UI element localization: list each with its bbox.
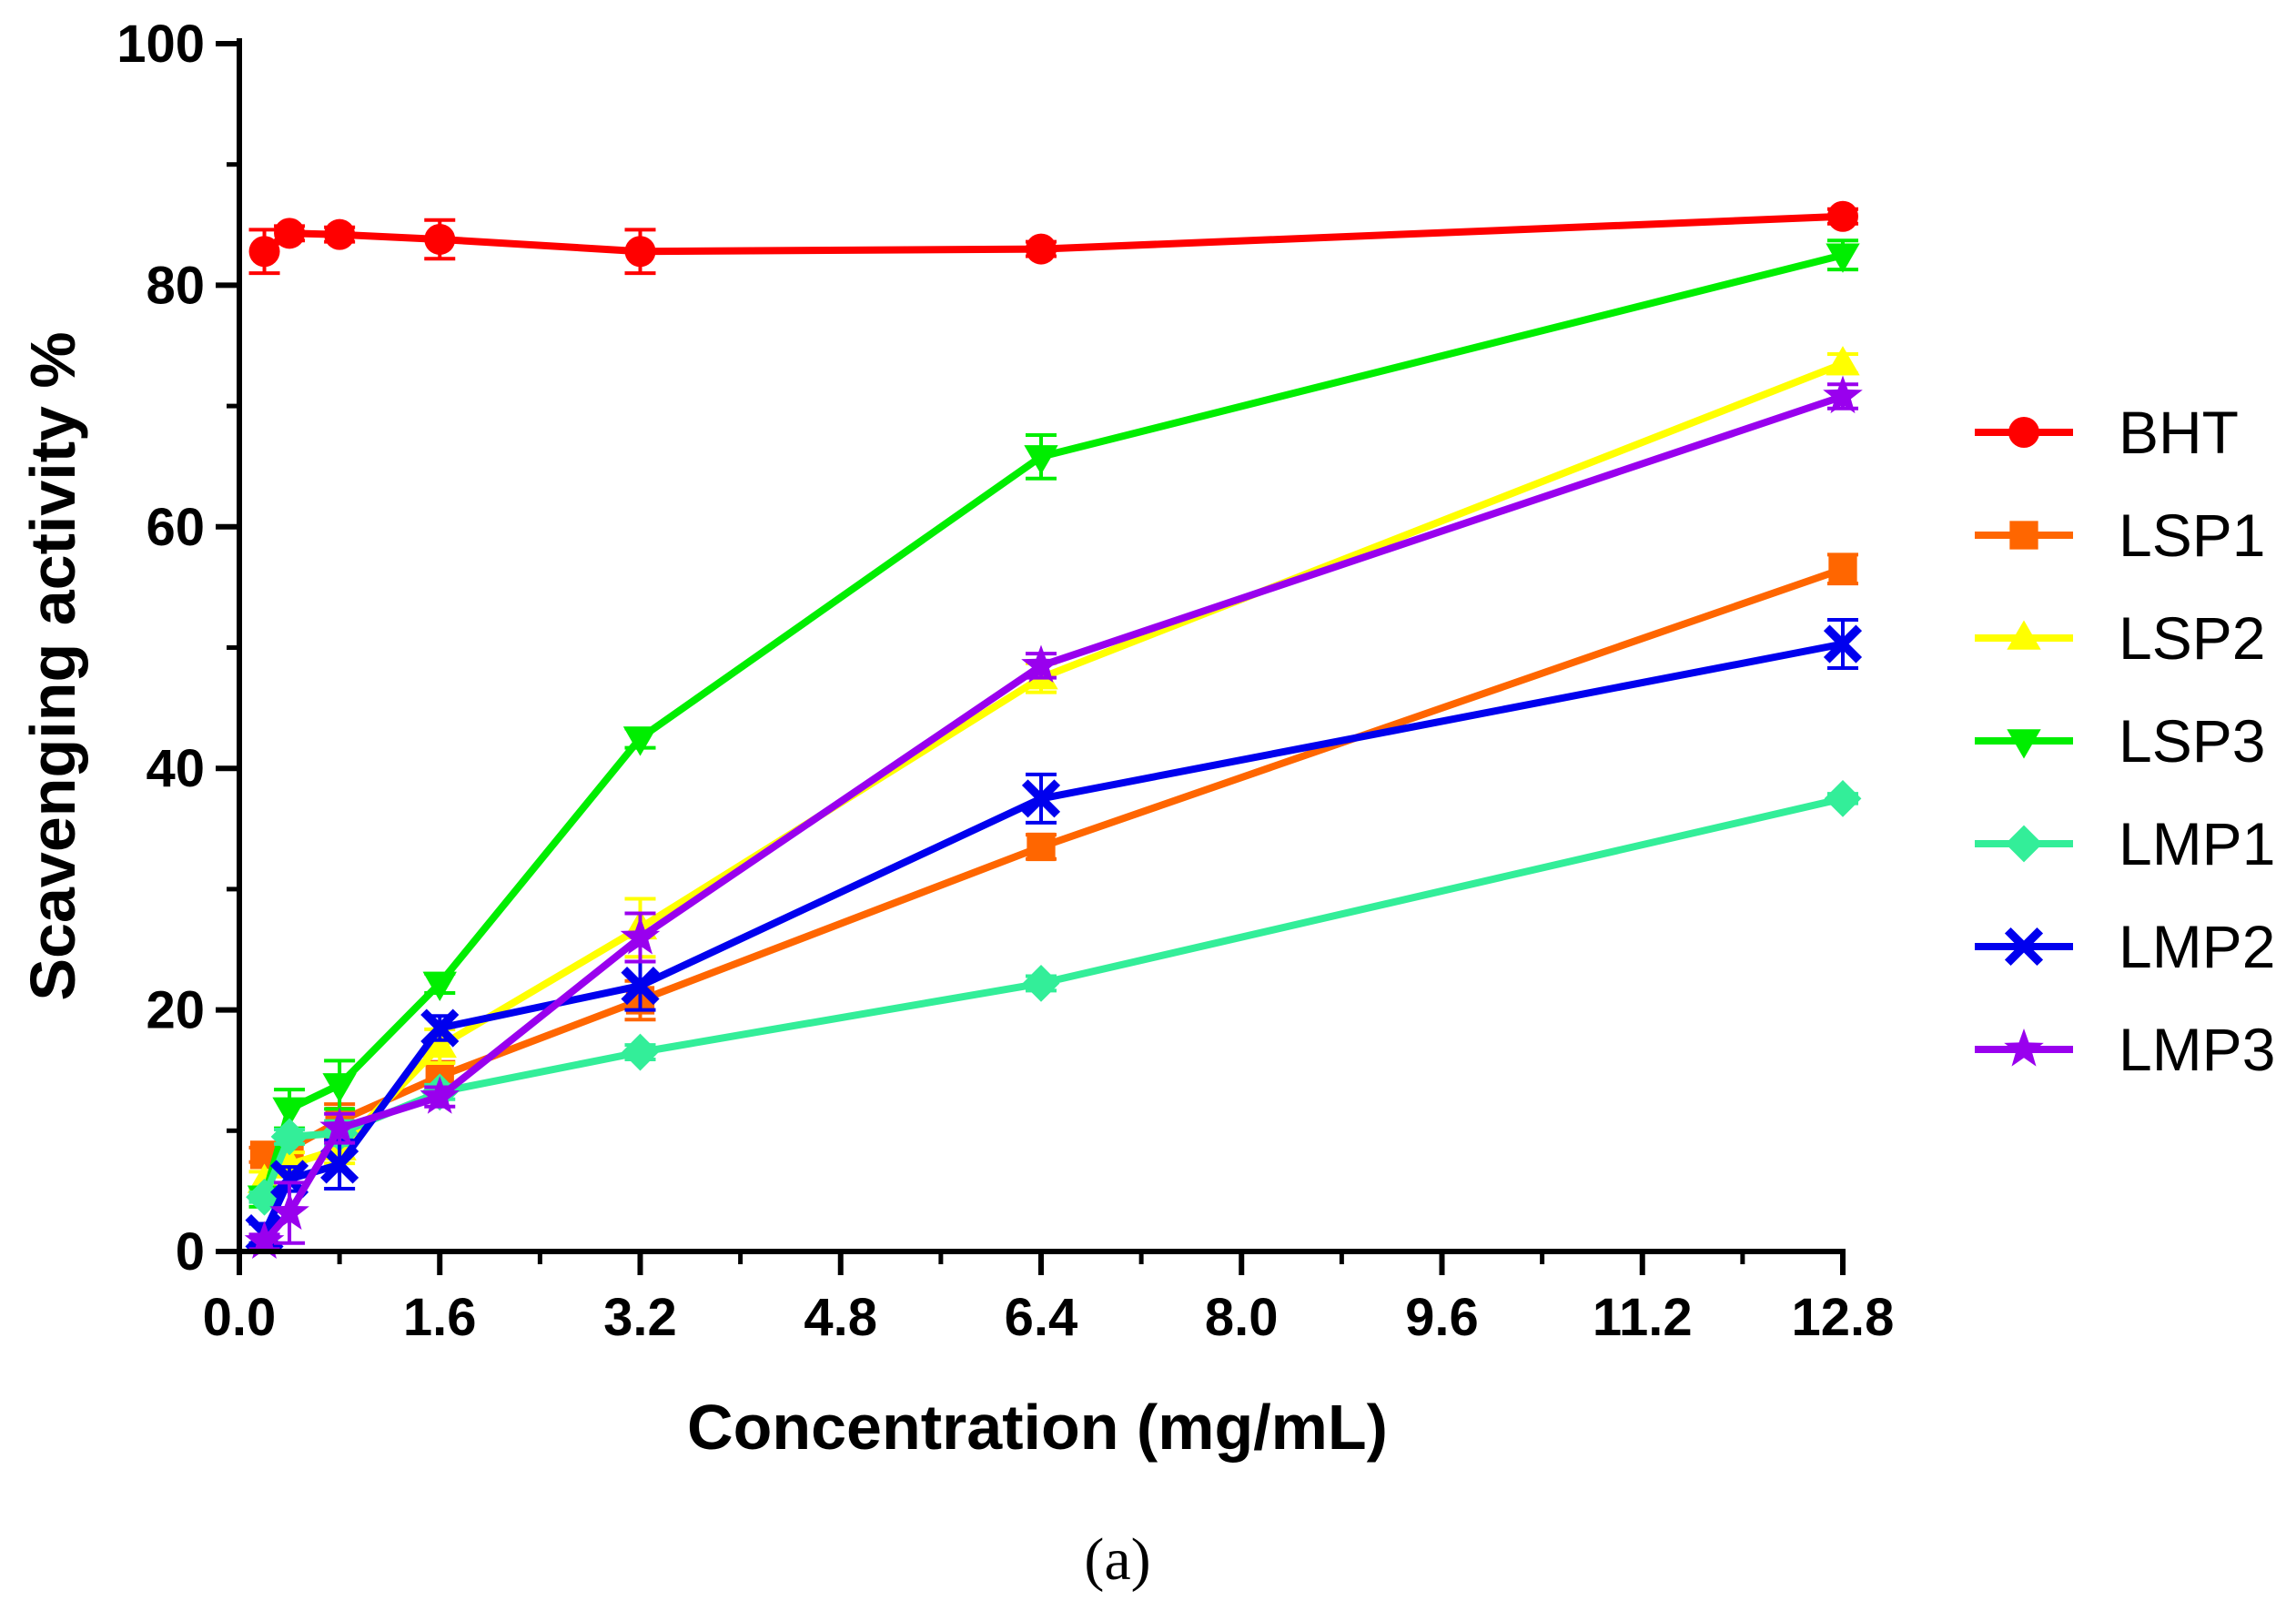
legend-label-lsp2: LSP2 — [2119, 604, 2265, 672]
legend-label-lmp1: LMP1 — [2119, 810, 2275, 877]
data-point-lsp3 — [622, 726, 658, 756]
data-point-lmp2 — [1021, 779, 1061, 818]
data-point-lsp1 — [1828, 554, 1857, 583]
legend-marker-lsp2 — [2007, 620, 2041, 650]
series-line-lsp1 — [263, 565, 1845, 1159]
data-point-bht — [424, 223, 456, 255]
legend-label-lsp1: LSP1 — [2119, 502, 2265, 569]
data-point-lsp2 — [422, 1028, 457, 1059]
data-point-lmp3 — [244, 1221, 285, 1259]
data-point-lmp2 — [1823, 624, 1863, 664]
data-point-lmp3 — [620, 917, 661, 955]
plot-area — [244, 200, 1863, 1259]
data-point-bht — [1827, 200, 1858, 232]
x-tick-label: 0.0 — [203, 1288, 277, 1347]
data-point-bht — [274, 218, 306, 249]
x-tick-label: 12.8 — [1792, 1288, 1895, 1347]
data-point-lsp3 — [422, 971, 457, 1001]
data-point-lmp1 — [246, 1178, 283, 1216]
y-tick-label: 80 — [146, 256, 205, 315]
data-point-lmp1 — [622, 1033, 659, 1071]
y-tick-label: 60 — [146, 498, 205, 557]
x-tick-label: 8.0 — [1205, 1288, 1279, 1347]
data-point-lmp1 — [1022, 965, 1060, 1002]
data-point-lsp3 — [1024, 445, 1058, 475]
legend: BHT LSP1 LSP2 LSP3 LMP1 LMP2 LMP3 — [1975, 399, 2275, 1083]
axes: 0 20 40 60 80 100 0.0 1.6 3.2 4.8 6.4 8.0 9.6 11.2 12.… — [116, 15, 1894, 1347]
legend-label-lsp3: LSP3 — [2119, 707, 2265, 775]
legend-marker-lsp3 — [2007, 729, 2041, 759]
x-tick-label: 3.2 — [603, 1288, 677, 1347]
legend-marker-lsp1 — [2009, 521, 2038, 550]
data-point-lmp3 — [1823, 375, 1863, 414]
data-point-bht — [324, 218, 356, 250]
x-tick-label: 9.6 — [1405, 1288, 1479, 1347]
data-point-lsp3 — [322, 1073, 357, 1103]
y-tick-label: 40 — [146, 739, 205, 798]
data-point-lmp2 — [320, 1145, 359, 1184]
legend-marker-lmp2 — [2004, 927, 2044, 967]
figure-caption: (a) — [1084, 1526, 1150, 1593]
data-point-lmp3 — [319, 1107, 359, 1146]
x-tick-label: 11.2 — [1593, 1288, 1693, 1347]
x-tick-label: 4.8 — [804, 1288, 877, 1347]
data-point-lmp2 — [270, 1160, 309, 1199]
data-point-bht — [1026, 233, 1057, 265]
data-point-lsp3 — [1826, 243, 1860, 273]
y-tick-label: 20 — [146, 981, 205, 1040]
data-point-lsp2 — [1826, 346, 1860, 376]
x-tick-label: 1.6 — [403, 1288, 477, 1347]
legend-label-lmp3: LMP3 — [2119, 1016, 2275, 1083]
data-point-lmp3 — [269, 1191, 309, 1231]
data-point-bht — [248, 236, 280, 268]
data-point-lmp3 — [1021, 644, 1061, 683]
data-point-lmp1 — [270, 1118, 308, 1156]
y-tick-label: 100 — [116, 15, 205, 74]
data-point-lmp3 — [420, 1076, 460, 1114]
series-line-lmp3 — [261, 392, 1845, 1245]
data-point-lmp2 — [621, 966, 660, 1006]
y-tick-label: 0 — [176, 1222, 205, 1282]
legend-label-bht: BHT — [2119, 399, 2239, 466]
y-axis-title: Scavenging activity % — [17, 331, 88, 1000]
data-point-lmp2 — [420, 1008, 460, 1048]
data-point-bht — [624, 236, 656, 268]
legend-label-lmp2: LMP2 — [2119, 913, 2275, 980]
data-point-lmp1 — [1824, 779, 1862, 817]
x-tick-label: 6.4 — [1005, 1288, 1078, 1347]
legend-marker-lmp3 — [2004, 1028, 2044, 1067]
legend-marker-lmp1 — [2005, 825, 2043, 863]
x-axis-title: Concentration (mg/mL) — [687, 1392, 1388, 1463]
data-point-lsp1 — [1027, 832, 1056, 862]
legend-marker-bht — [2008, 417, 2039, 448]
data-point-lsp3 — [272, 1097, 307, 1127]
series-line-lmp2 — [260, 640, 1844, 1235]
